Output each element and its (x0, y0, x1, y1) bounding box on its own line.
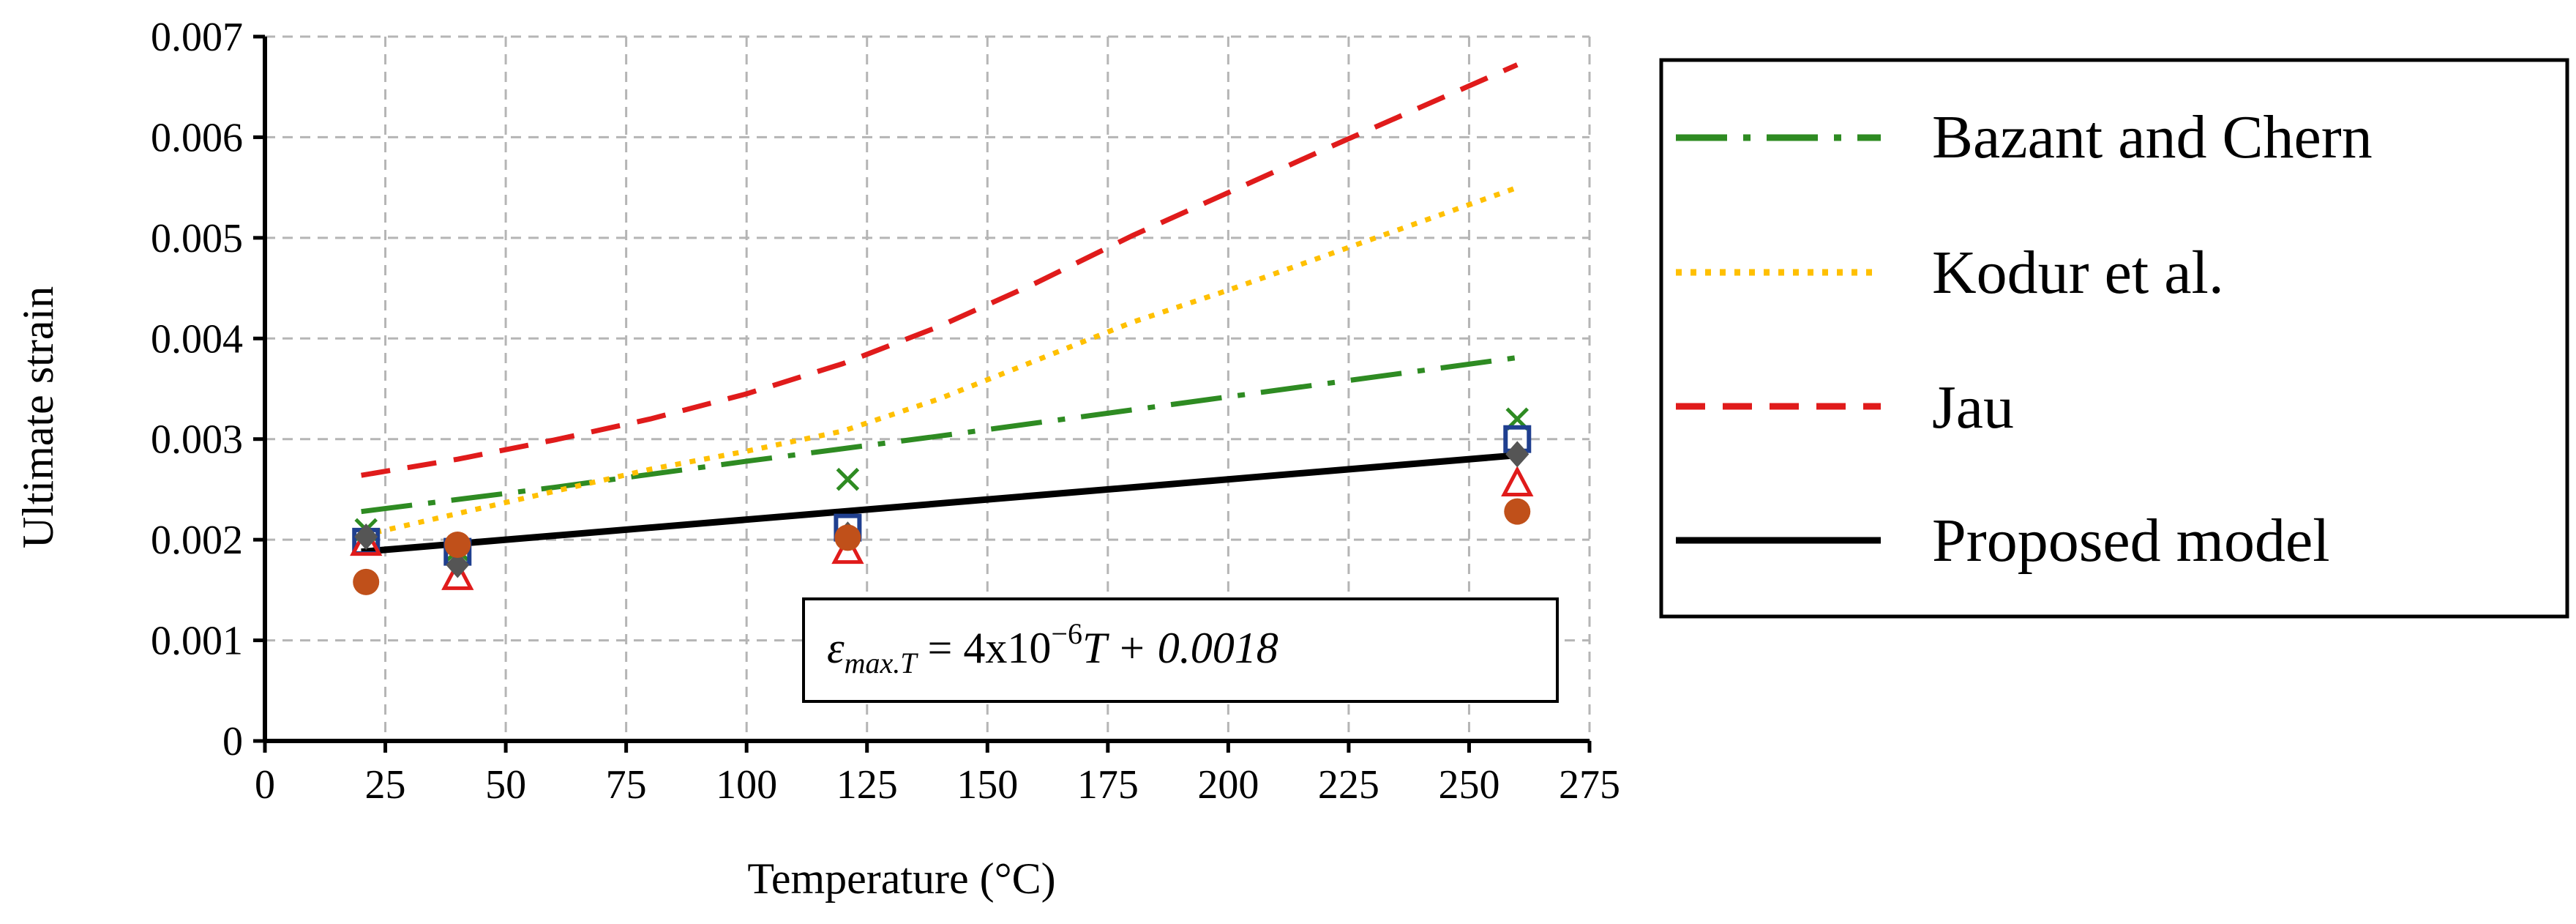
legend-label-kodur: Kodur et al. (1932, 239, 2224, 307)
x-tick-label: 275 (1559, 762, 1620, 808)
marker-circle (834, 524, 861, 551)
data-markers (350, 407, 1534, 595)
series-line-proposed-model (361, 452, 1518, 556)
series-lines (360, 62, 1519, 556)
equation-box (802, 597, 1559, 703)
series-line-kodur-et-al (360, 185, 1519, 539)
x-tick-label: 25 (365, 762, 406, 808)
equation-annotation: εmax.T = 4x10−6T + 0.0018 (802, 597, 1559, 703)
x-tick-label: 200 (1197, 762, 1259, 808)
marker-circle (353, 568, 380, 595)
legend: Bazant and Chern Kodur et al. Jau Propos… (1659, 58, 2569, 619)
series-line-jau (361, 62, 1519, 478)
legend-label-bazant: Bazant and Chern (1932, 103, 2373, 171)
y-tick-label: 0.001 (151, 619, 243, 664)
marker-x-stroke (836, 467, 860, 491)
marker-diamond (354, 524, 378, 551)
x-tick-label: 175 (1077, 762, 1139, 808)
equation-lhs: = 4x10 (917, 624, 1052, 672)
y-tick-label: 0.007 (151, 15, 243, 60)
marker-diamond (1505, 441, 1530, 468)
series-line-bazant-and-chern (361, 354, 1518, 515)
y-tick-label: 0.002 (151, 518, 243, 563)
equation-symbol: ε (827, 624, 845, 672)
x-tick-label: 125 (836, 762, 898, 808)
marker-circle (444, 532, 471, 559)
y-tick-label: 0.004 (151, 316, 243, 362)
marker-x (836, 467, 860, 491)
marker-triangle (441, 559, 474, 590)
x-axis-title: Temperature (°C) (747, 854, 1055, 903)
axes (253, 34, 1592, 753)
y-tick-label: 0.003 (151, 417, 243, 463)
x-tick-label: 150 (956, 762, 1018, 808)
marker-triangle (1501, 466, 1534, 497)
marker-circle (1504, 498, 1531, 525)
legend-label-proposed: Proposed model (1932, 507, 2330, 575)
x-tick-label: 75 (606, 762, 647, 808)
marker-diamond (446, 551, 470, 578)
x-tick-label: 0 (255, 762, 275, 808)
x-tick-label: 50 (485, 762, 526, 808)
x-tick-label: 250 (1438, 762, 1499, 808)
y-tick-label: 0.006 (151, 115, 243, 160)
legend-label-jau: Jau (1932, 373, 2014, 441)
y-axis-title: Ultimate strain (14, 286, 62, 548)
equation-rhs: T + 0.0018 (1082, 624, 1278, 672)
y-tick-label: 0 (222, 719, 243, 764)
equation-text: εmax.T = 4x10−6T + 0.0018 (827, 617, 1278, 679)
x-tick-label: 225 (1318, 762, 1379, 808)
equation-subscript: max.T (845, 647, 919, 679)
x-tick-label: 100 (716, 762, 777, 808)
equation-exponent: −6 (1051, 617, 1082, 650)
tick-labels: 0 25 50 75 100 125 150 175 200 225 250 275 0 0.001 0.0… (151, 15, 1620, 808)
y-tick-label: 0.005 (151, 216, 243, 261)
marker-triangle (831, 533, 864, 565)
legend-box (1659, 58, 2569, 619)
